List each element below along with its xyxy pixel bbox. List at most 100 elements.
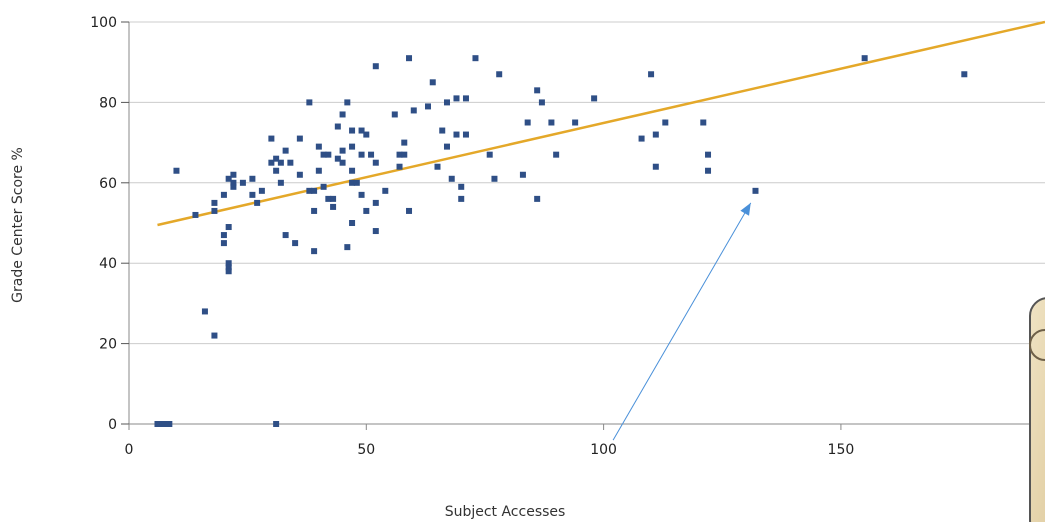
data-point xyxy=(230,179,237,186)
data-point xyxy=(334,123,341,130)
data-point xyxy=(591,95,598,102)
data-points xyxy=(154,55,968,427)
data-point xyxy=(330,203,337,210)
data-point xyxy=(382,187,389,194)
data-point xyxy=(277,179,284,186)
callout-panel xyxy=(1029,297,1045,526)
data-point xyxy=(344,99,351,106)
data-point xyxy=(401,151,408,158)
data-point xyxy=(358,127,365,134)
data-point xyxy=(349,167,356,174)
data-point xyxy=(349,127,356,134)
x-tick-label: 150 xyxy=(828,442,855,458)
data-point xyxy=(282,147,289,154)
data-point xyxy=(220,232,227,239)
x-tick-label: 100 xyxy=(590,442,617,458)
data-point xyxy=(496,71,503,78)
annotation-arrow-head xyxy=(740,202,751,216)
data-point xyxy=(363,207,370,214)
data-point xyxy=(230,183,237,190)
data-point xyxy=(358,151,365,158)
data-point xyxy=(315,143,322,150)
annotation-arrow-shaft xyxy=(612,202,752,441)
data-point xyxy=(406,55,413,62)
data-point xyxy=(320,183,327,190)
data-point xyxy=(339,111,346,118)
data-point xyxy=(287,159,294,166)
data-point xyxy=(254,199,261,206)
data-point xyxy=(572,119,579,126)
data-point xyxy=(344,244,351,251)
data-point xyxy=(325,195,332,202)
data-point xyxy=(349,220,356,226)
data-point xyxy=(662,119,669,126)
data-point xyxy=(648,71,655,78)
y-tick-label: 0 xyxy=(108,417,117,433)
data-point xyxy=(358,191,365,198)
data-point xyxy=(458,195,465,202)
data-point xyxy=(220,240,227,247)
gridlines xyxy=(129,21,1045,425)
y-tick-label: 100 xyxy=(90,15,117,31)
data-point xyxy=(339,147,346,154)
data-point xyxy=(225,175,232,182)
data-point xyxy=(306,99,313,106)
data-point xyxy=(173,167,180,174)
data-point xyxy=(311,248,318,255)
data-point xyxy=(273,155,280,162)
data-point xyxy=(443,143,450,150)
data-point xyxy=(306,187,313,194)
data-point xyxy=(273,167,280,174)
data-point xyxy=(349,179,356,186)
data-point xyxy=(292,240,299,247)
data-point xyxy=(524,119,531,126)
x-tick-label: 0 xyxy=(125,442,134,458)
data-point xyxy=(201,308,208,315)
data-point xyxy=(282,232,289,239)
y-tick-label: 60 xyxy=(99,176,117,192)
data-point xyxy=(225,264,232,271)
data-point xyxy=(296,135,303,142)
data-point xyxy=(273,421,280,427)
data-point xyxy=(534,195,541,202)
data-point xyxy=(334,155,341,162)
data-point xyxy=(434,163,441,170)
data-point xyxy=(705,151,712,158)
data-point xyxy=(249,191,256,198)
data-point xyxy=(534,87,541,94)
data-point xyxy=(225,224,232,231)
data-point xyxy=(652,131,659,138)
data-point xyxy=(429,79,436,86)
data-point xyxy=(443,99,450,106)
data-point xyxy=(491,175,498,182)
data-point xyxy=(166,421,173,427)
data-point xyxy=(638,135,645,142)
data-point xyxy=(396,151,403,158)
y-axis-ticks: 0 20 40 60 80 100 xyxy=(90,15,129,433)
data-point xyxy=(211,199,218,206)
data-point xyxy=(705,167,712,174)
data-point xyxy=(453,95,460,102)
data-point xyxy=(363,131,370,138)
data-point xyxy=(861,55,868,62)
data-point xyxy=(410,107,417,114)
data-point xyxy=(320,151,327,158)
data-point xyxy=(268,135,275,142)
data-point xyxy=(548,119,555,126)
data-point xyxy=(472,55,479,62)
data-point xyxy=(368,151,375,158)
data-point xyxy=(353,179,360,186)
data-point xyxy=(396,163,403,170)
data-point xyxy=(268,159,275,166)
data-point xyxy=(192,211,199,218)
data-point xyxy=(230,171,237,178)
data-point xyxy=(462,95,469,102)
data-point xyxy=(439,127,446,134)
data-point xyxy=(519,171,526,178)
data-point xyxy=(311,207,318,214)
data-point xyxy=(391,111,398,118)
data-point xyxy=(330,195,337,202)
data-point xyxy=(154,421,161,427)
trendline xyxy=(157,20,1045,227)
